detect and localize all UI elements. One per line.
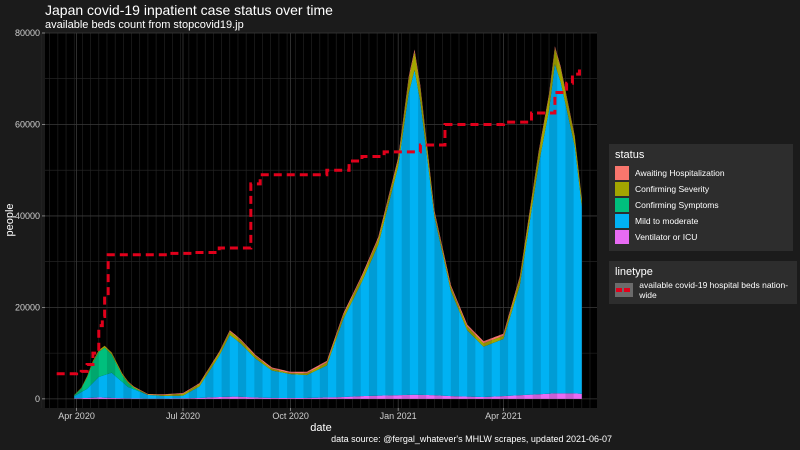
legend-item-ventilator: Ventilator or ICU: [615, 229, 787, 245]
legend-swatch: [615, 214, 629, 228]
y-tick-label: 0: [35, 394, 40, 404]
y-tick-label: 60000: [15, 119, 40, 129]
week-stripe: [565, 46, 574, 399]
legend-item-mild: Mild to moderate: [615, 213, 787, 229]
area-mild-to-moderate: [74, 64, 582, 399]
week-stripe: [549, 46, 558, 399]
y-tick-label: 80000: [15, 28, 40, 38]
legend-swatch: [615, 198, 629, 212]
x-tick-label: Jul 2020: [166, 411, 200, 421]
x-tick-label: Apr 2020: [58, 411, 95, 421]
x-tick-label: Jan 2021: [380, 411, 417, 421]
legend-item-awaiting: Awaiting Hospitalization: [615, 165, 787, 181]
legend-swatch: [615, 166, 629, 180]
beds-line: [56, 67, 581, 376]
legend-label: available covid-19 hospital beds nation-…: [639, 280, 789, 300]
y-axis: 0 20000 40000 60000 80000: [15, 28, 45, 404]
y-tick-label: 40000: [15, 211, 40, 221]
legend-item-confirming-symptoms: Confirming Symptoms: [615, 197, 787, 213]
legend-item-beds: available covid-19 hospital beds nation-…: [615, 280, 791, 300]
beds-line-layer: [56, 67, 581, 376]
x-tick-label: Apr 2021: [485, 411, 522, 421]
legend-linetype: linetype available covid-19 hospital bed…: [609, 261, 797, 304]
legend-label: Confirming Symptoms: [635, 200, 719, 210]
week-stripe: [581, 46, 582, 399]
stacked-areas: [74, 46, 582, 399]
x-axis: Apr 2020 Jul 2020 Oct 2020 Jan 2021 Apr 2021: [58, 408, 522, 421]
x-tick-label: Oct 2020: [272, 411, 309, 421]
legend-label: Awaiting Hospitalization: [635, 168, 725, 178]
area-ventilator-or-icu: [74, 393, 582, 399]
y-axis-label: people: [4, 203, 16, 236]
legend-item-confirming-severity: Confirming Severity: [615, 181, 787, 197]
legend-linetype-title: linetype: [615, 266, 653, 278]
legend-label: Confirming Severity: [635, 184, 710, 194]
legend-swatch: [615, 230, 629, 244]
legend-label: Ventilator or ICU: [635, 232, 698, 242]
legend-dash-key: [615, 283, 634, 297]
chart-subtitle: available beds count from stopcovid19.jp: [45, 19, 244, 31]
week-stripe: [401, 46, 410, 399]
week-stripe: [532, 46, 541, 399]
legend-status-title: status: [615, 149, 645, 161]
chart-title: Japan covid-19 inpatient case status ove…: [45, 2, 333, 18]
x-axis-label: date: [310, 422, 331, 434]
legend-status: status Awaiting Hospitalization Confirmi…: [609, 144, 793, 251]
chart-caption: data source: @fergal_whatever's MHLW scr…: [331, 434, 612, 444]
week-stripe: [385, 46, 394, 399]
week-stripe: [418, 46, 427, 399]
legend-swatch: [615, 182, 629, 196]
legend-label: Mild to moderate: [635, 216, 699, 226]
y-tick-label: 20000: [15, 302, 40, 312]
